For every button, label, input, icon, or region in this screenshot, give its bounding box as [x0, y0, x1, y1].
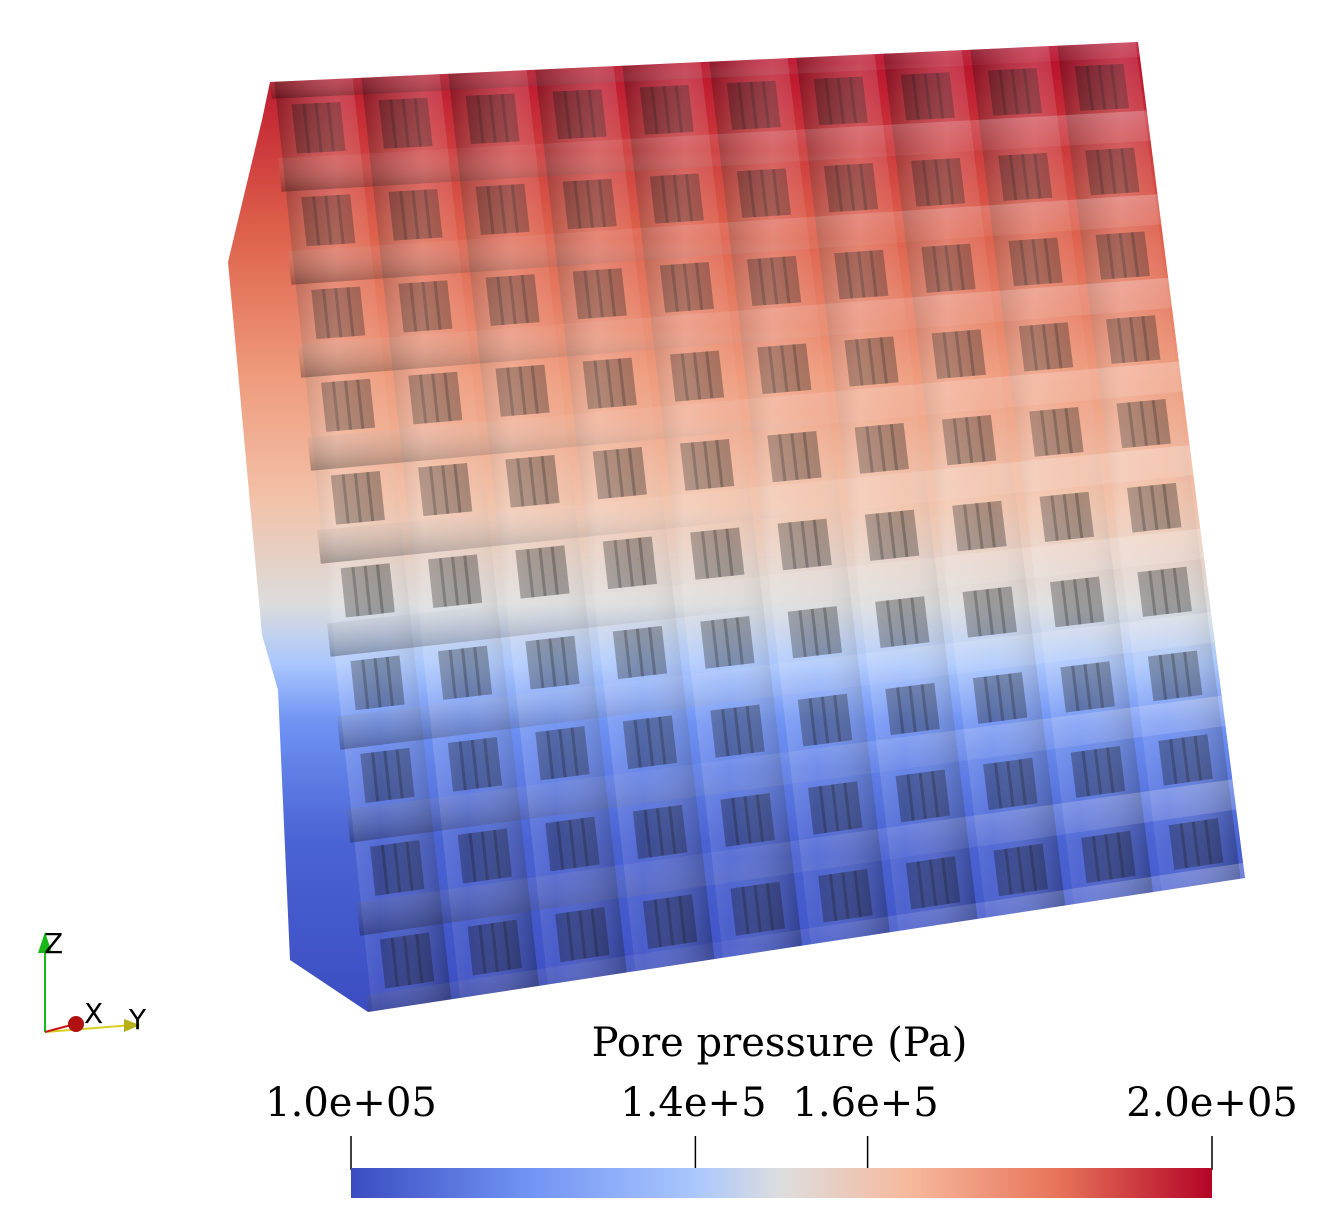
x-axis-label: X [84, 997, 104, 1030]
colorbar-tick-label: 2.0e+05 [1126, 1080, 1298, 1126]
z-axis-label: Z [44, 927, 64, 960]
horizontal-throat [278, 110, 1153, 192]
y-axis-line [44, 1024, 133, 1033]
x-axis-marker-icon [68, 1016, 84, 1032]
colorbar-ticks [350, 1136, 1213, 1170]
z-axis-arrow-icon [38, 932, 52, 953]
pore-network-lattice [228, 42, 1245, 1012]
orientation-axes [38, 932, 140, 1033]
colorbar-tick-label: 1.4e+5 [620, 1080, 767, 1126]
horizontal-throat [287, 194, 1163, 285]
horizontal-throat [327, 528, 1205, 657]
horizontal-throat [317, 444, 1195, 564]
colorbar-title: Pore pressure (Pa) [591, 1020, 968, 1066]
horizontal-throat [307, 361, 1184, 471]
horizontal-throat [346, 695, 1226, 843]
y-axis-label: Y [129, 1003, 147, 1036]
colorbar-tick-label: 1.6e+5 [792, 1080, 939, 1126]
colorbar-gradient [351, 1168, 1212, 1198]
horizontal-throat [297, 277, 1174, 378]
colorbar [351, 1168, 1212, 1198]
y-axis-arrow-icon [124, 1019, 140, 1032]
horizontal-throat [356, 779, 1237, 936]
horizontal-throat [336, 612, 1216, 750]
colorbar-tick-label: 1.0e+05 [265, 1080, 437, 1126]
